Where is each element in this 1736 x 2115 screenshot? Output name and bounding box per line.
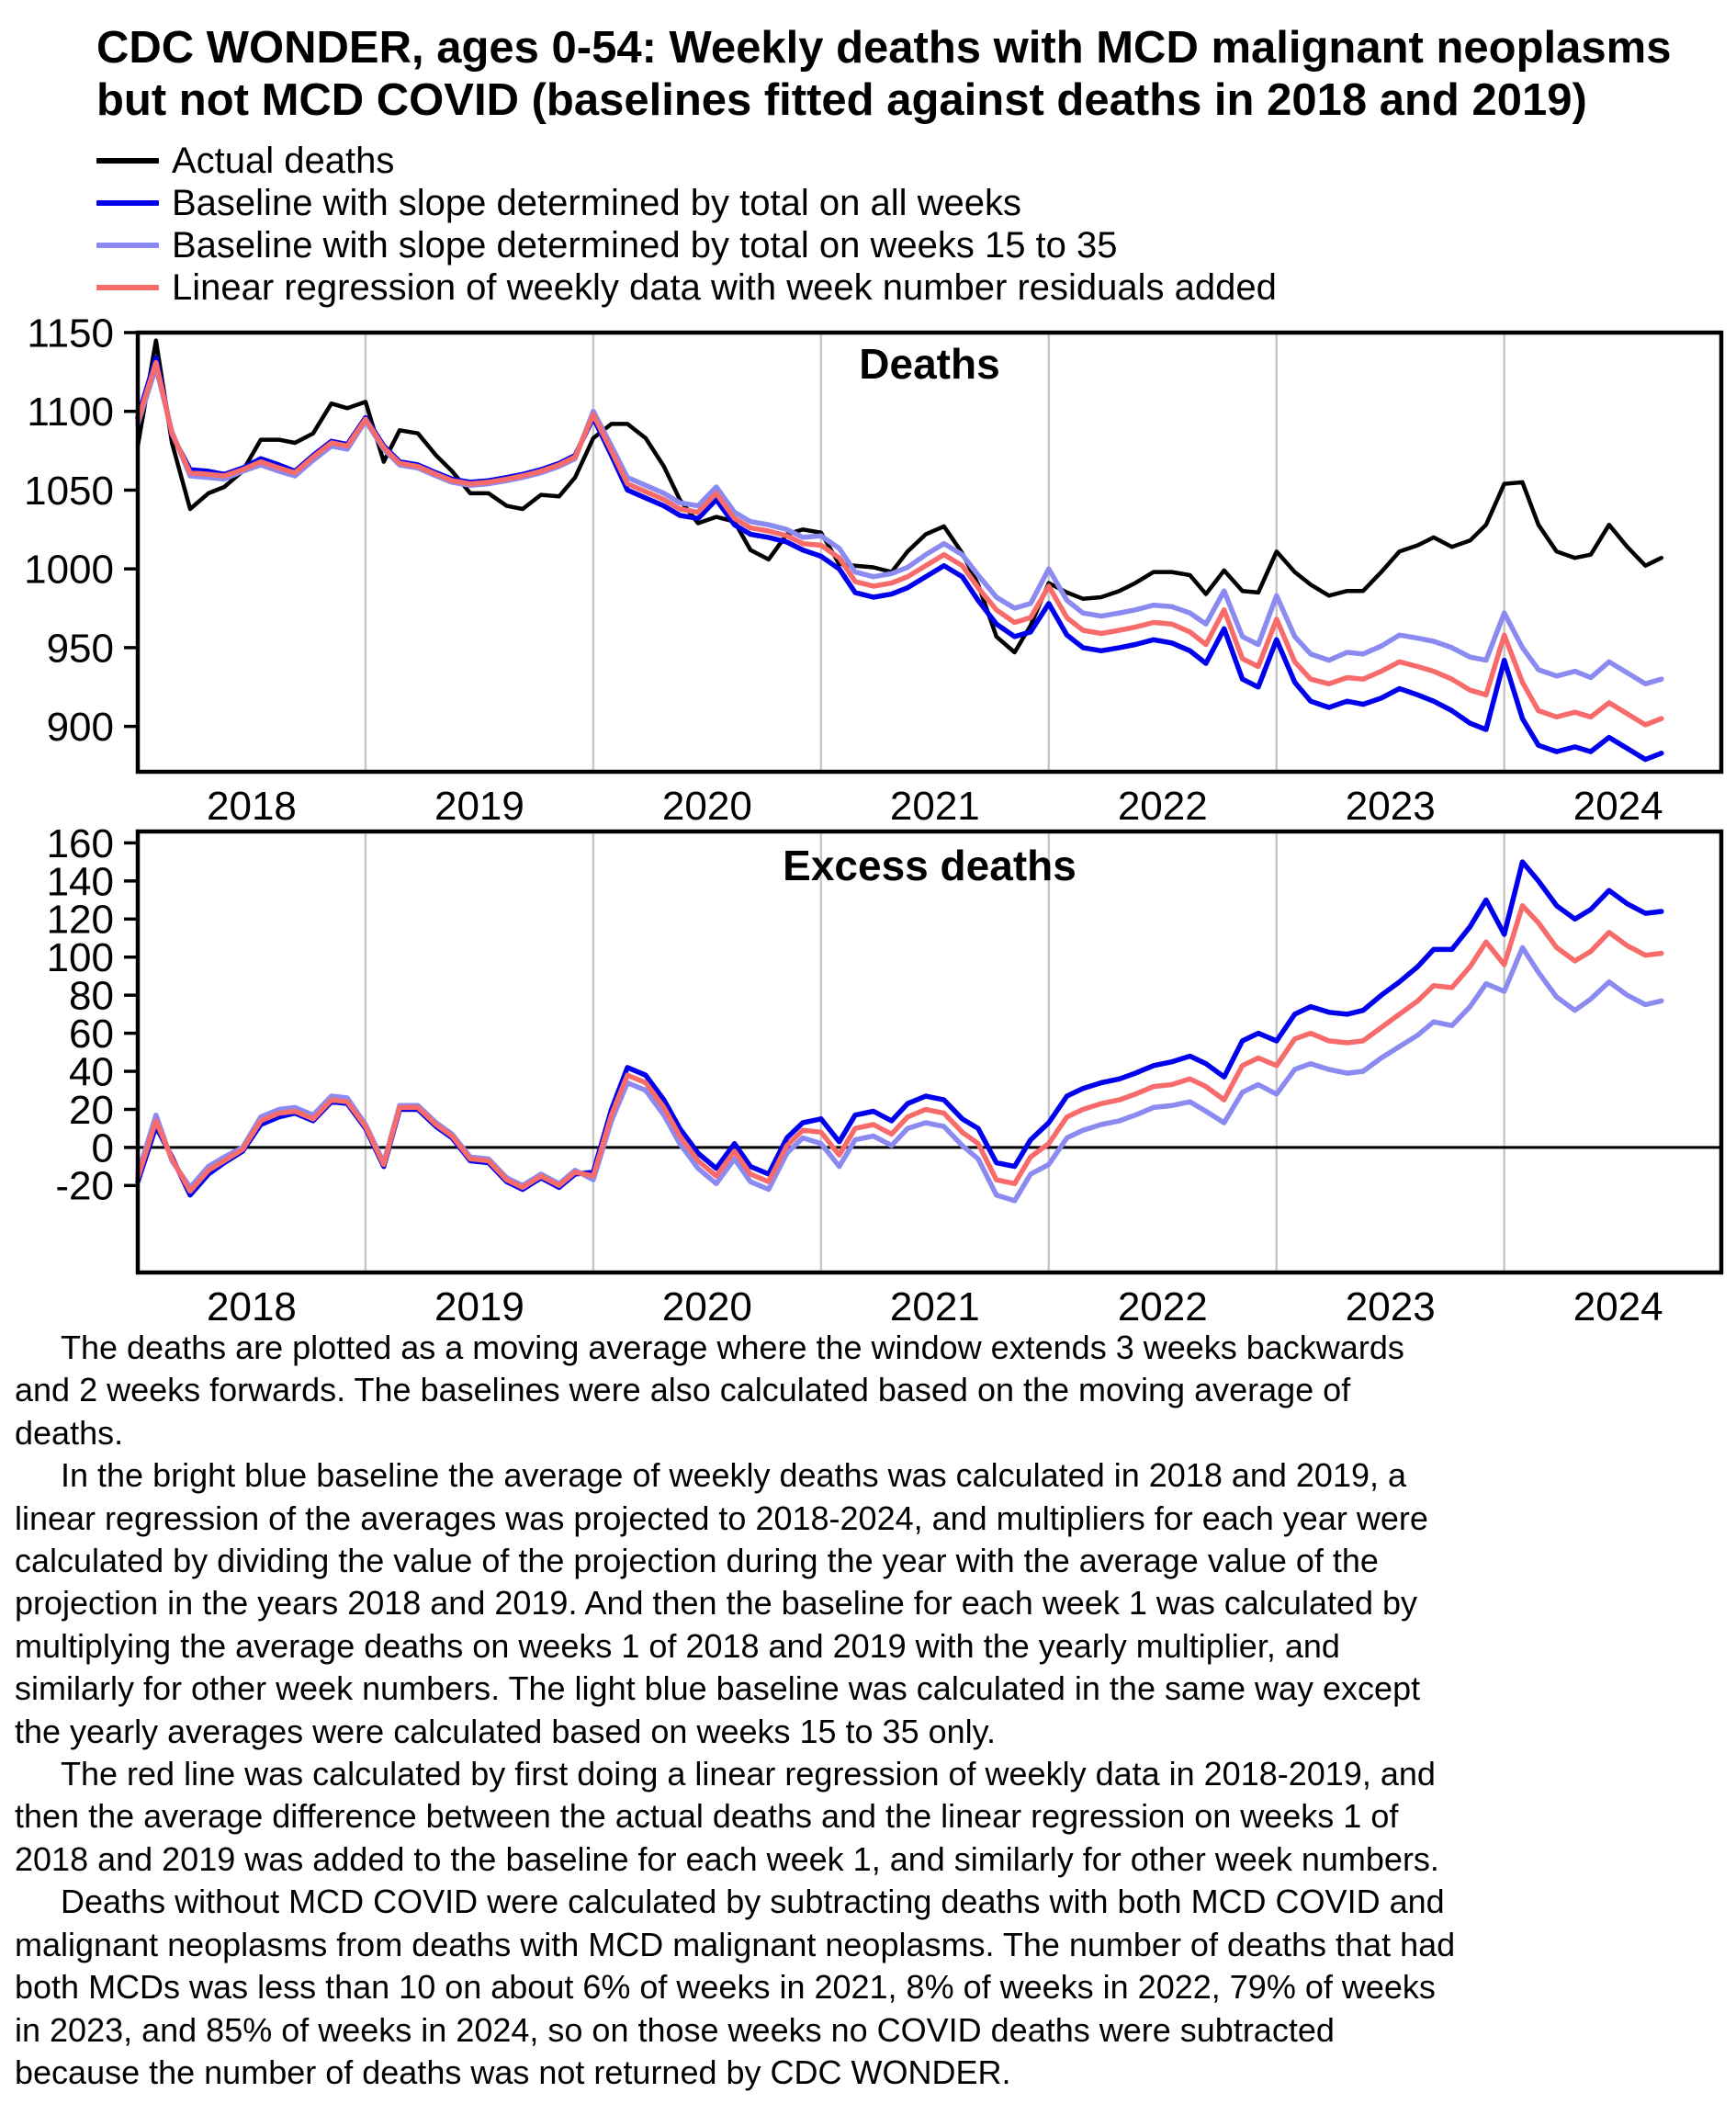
svg-text:80: 80 xyxy=(69,974,114,1019)
svg-text:-20: -20 xyxy=(55,1164,114,1209)
legend: Actual deaths Baseline with slope determ… xyxy=(96,140,1277,309)
svg-text:2018: 2018 xyxy=(207,1284,297,1329)
svg-text:100: 100 xyxy=(47,935,114,980)
caption-paragraph-1: The deaths are plotted as a moving avera… xyxy=(15,1329,1404,1452)
legend-label: Baseline with slope determined by total … xyxy=(172,224,1118,266)
svg-text:2023: 2023 xyxy=(1346,1284,1436,1329)
deaths-chart-title: Deaths xyxy=(859,340,999,388)
svg-text:2021: 2021 xyxy=(890,1284,980,1329)
legend-item-actual-deaths: Actual deaths xyxy=(96,140,1277,182)
svg-text:1100: 1100 xyxy=(27,390,114,435)
excess-deaths-chart-title: Excess deaths xyxy=(783,842,1077,889)
svg-text:2020: 2020 xyxy=(662,784,752,829)
svg-text:120: 120 xyxy=(47,898,114,943)
svg-text:160: 160 xyxy=(47,821,114,866)
legend-line-red-icon xyxy=(96,285,159,290)
legend-label: Baseline with slope determined by total … xyxy=(172,182,1021,223)
svg-text:60: 60 xyxy=(69,1012,114,1057)
svg-text:2024: 2024 xyxy=(1573,1284,1663,1329)
caption-paragraph-3: The red line was calculated by first doi… xyxy=(15,1755,1439,1878)
legend-line-blue-icon xyxy=(96,200,159,206)
figure-title-line2: but not MCD COVID (baselines fitted agai… xyxy=(96,75,1587,125)
legend-label: Linear regression of weekly data with we… xyxy=(172,266,1277,308)
svg-text:1150: 1150 xyxy=(27,311,114,356)
svg-text:2019: 2019 xyxy=(434,1284,524,1329)
svg-text:2023: 2023 xyxy=(1346,784,1436,829)
figure-title-line1: CDC WONDER, ages 0-54: Weekly deaths wit… xyxy=(96,23,1672,73)
figure-title: CDC WONDER, ages 0-54: Weekly deaths wit… xyxy=(96,22,1671,127)
svg-text:0: 0 xyxy=(92,1125,114,1171)
svg-text:40: 40 xyxy=(69,1049,114,1094)
deaths-chart: 1150 1100 1050 1000 950 900 2018 2019 2020 2021 20… xyxy=(24,311,1724,829)
legend-line-lightblue-icon xyxy=(96,243,159,248)
svg-text:2024: 2024 xyxy=(1573,784,1663,829)
svg-text:2021: 2021 xyxy=(890,784,980,829)
legend-label: Actual deaths xyxy=(172,140,395,181)
legend-item-baseline-weeks-15-35: Baseline with slope determined by total … xyxy=(96,224,1277,266)
svg-text:2018: 2018 xyxy=(207,784,297,829)
svg-text:2022: 2022 xyxy=(1118,1284,1208,1329)
svg-text:2019: 2019 xyxy=(434,784,524,829)
svg-text:950: 950 xyxy=(47,626,114,671)
svg-text:1000: 1000 xyxy=(24,548,114,593)
caption-paragraph-4: Deaths without MCD COVID were calculated… xyxy=(15,1883,1456,2091)
svg-text:140: 140 xyxy=(47,859,114,904)
svg-text:2022: 2022 xyxy=(1118,784,1208,829)
svg-text:1050: 1050 xyxy=(24,469,114,514)
svg-text:900: 900 xyxy=(47,705,114,750)
caption-text: The deaths are plotted as a moving avera… xyxy=(15,1327,1719,2094)
legend-item-baseline-all-weeks: Baseline with slope determined by total … xyxy=(96,182,1277,224)
legend-item-linear-regression: Linear regression of weekly data with we… xyxy=(96,266,1277,309)
svg-text:2020: 2020 xyxy=(662,1284,752,1329)
caption-paragraph-2: In the bright blue baseline the average … xyxy=(15,1456,1428,1750)
legend-line-black-icon xyxy=(96,158,159,164)
svg-text:20: 20 xyxy=(69,1088,114,1133)
